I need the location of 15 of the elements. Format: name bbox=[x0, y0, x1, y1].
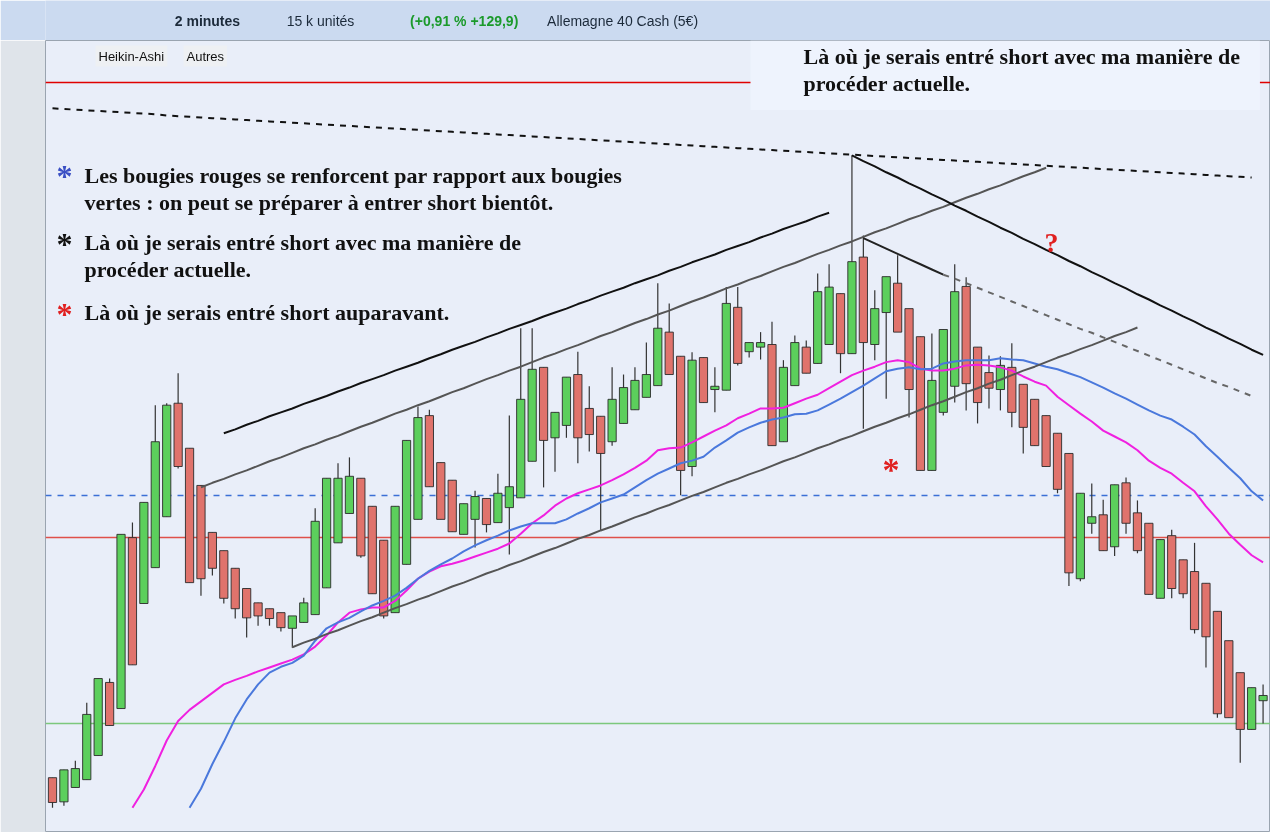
annotation: * bbox=[56, 157, 73, 194]
annotation: * bbox=[882, 450, 900, 488]
annotation: * bbox=[56, 295, 73, 332]
annotation: Là où je serais entré short avec ma manière de procéder actuelle. bbox=[84, 229, 522, 282]
text: Autres bbox=[186, 48, 225, 64]
text: Heikin-Ashi bbox=[98, 48, 165, 64]
annotation: ? bbox=[1044, 226, 1059, 258]
text: 2 minutes bbox=[174, 12, 241, 29]
text: (+0,91 % +129,9) bbox=[410, 12, 519, 29]
text: 15 k unités bbox=[286, 12, 355, 29]
text: Là où je serais entré short avec ma manière de procéder actuelle. bbox=[803, 43, 1241, 96]
annotation: * bbox=[56, 225, 73, 262]
annotation: Les bougies rouges se renforcent par rapport aux bougies vertes : on peut se préparer à entrer short bientôt. bbox=[84, 162, 623, 215]
annotation: Là où je serais entré short auparavant. bbox=[84, 299, 450, 325]
text: Allemagne 40 Cash (5€) bbox=[547, 12, 699, 29]
